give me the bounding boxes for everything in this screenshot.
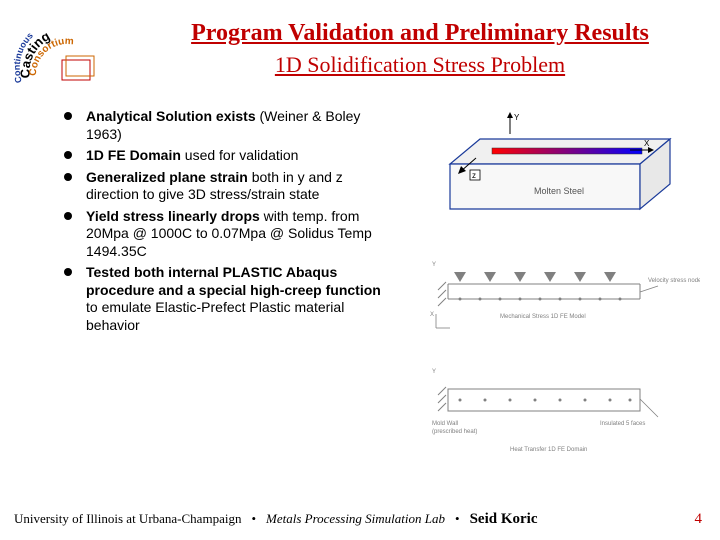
bot-left2: (prescribed heat)	[432, 429, 477, 435]
mid-x-label: X	[430, 312, 434, 318]
bullet-text: used for validation	[185, 147, 299, 163]
bullet-bold: Analytical Solution exists	[86, 108, 260, 124]
bot-caption: Heat Transfer 1D FE Domain	[510, 447, 587, 453]
axis-label-z: z	[472, 171, 476, 180]
footer-sep: •	[455, 511, 460, 527]
list-item: 1D FE Domain used for validation	[64, 147, 394, 165]
bullet-bold: Generalized plane strain	[86, 169, 252, 185]
diagrams-svg: Y X z Molten Steel	[430, 104, 700, 474]
bullet-bold: 1D FE Domain	[86, 147, 185, 163]
slide-title-line2: 1D Solidification Stress Problem	[130, 52, 710, 78]
mid-caption: Mechanical Stress 1D FE Model	[500, 314, 586, 320]
slide-title-line1: Program Validation and Preliminary Resul…	[130, 20, 710, 47]
footer-sep: •	[251, 511, 256, 527]
diagram-top: Y X z Molten Steel	[450, 112, 670, 209]
bot-left1: Mold Wall	[432, 421, 458, 427]
mid-y-label: Y	[432, 262, 436, 268]
list-item: Tested both internal PLASTIC Abaqus proc…	[64, 264, 394, 334]
footer-author: Seid Koric	[470, 511, 538, 528]
axis-label-y: Y	[514, 113, 520, 122]
molten-label: Molten Steel	[534, 186, 584, 196]
list-item: Generalized plane strain both in y and z…	[64, 169, 394, 204]
list-item: Yield stress linearly drops with temp. f…	[64, 208, 394, 261]
diagram-bot: Y Mold Wall (prescribed heat) Insulated …	[432, 369, 658, 453]
bullet-bold: Yield stress linearly drops	[86, 208, 264, 224]
bot-right: Insulated 5 faces	[600, 421, 645, 427]
logo-svg: Continuous Casting Consortium	[10, 18, 120, 98]
bullet-bold: Tested both internal PLASTIC Abaqus proc…	[86, 264, 381, 298]
diagram-mid: Y X Velocity stress node along the edge …	[430, 262, 700, 328]
bullet-list: Analytical Solution exists (Weiner & Bol…	[64, 108, 394, 338]
bullet-text: to emulate Elastic-Prefect Plastic mater…	[86, 299, 344, 333]
ccc-logo: Continuous Casting Consortium	[10, 18, 120, 98]
axis-label-x: X	[644, 139, 650, 148]
mid-side-label: Velocity stress node along the edge	[648, 278, 700, 284]
list-item: Analytical Solution exists (Weiner & Bol…	[64, 108, 394, 143]
page-number: 4	[695, 511, 703, 528]
footer-university: University of Illinois at Urbana-Champai…	[14, 511, 241, 527]
footer-lab: Metals Processing Simulation Lab	[266, 511, 445, 527]
footer: University of Illinois at Urbana-Champai…	[14, 511, 706, 528]
figure-panel: Y X z Molten Steel	[430, 104, 700, 474]
bot-y-label: Y	[432, 369, 436, 375]
